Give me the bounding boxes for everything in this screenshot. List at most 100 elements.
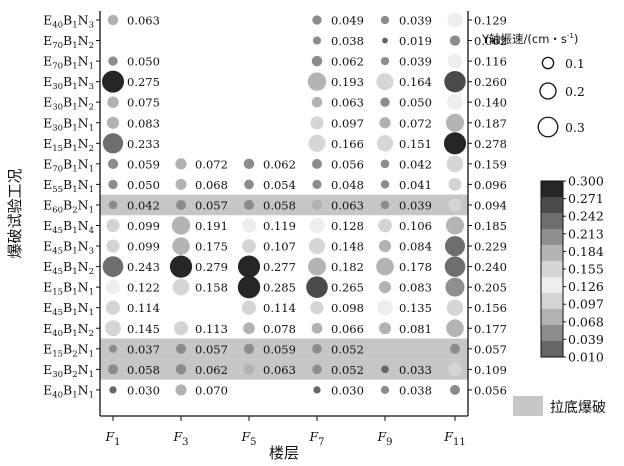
- colorbar-swatch: [541, 293, 563, 310]
- bubble-value-label: 0.233: [127, 137, 160, 151]
- bubble-value-label: 0.050: [127, 178, 160, 192]
- colorbar-swatch: [541, 341, 563, 358]
- bubble: [311, 322, 323, 334]
- bubble-value-label: 0.128: [331, 219, 364, 233]
- bubble: [449, 343, 461, 354]
- bubble-value-label: 0.062: [263, 157, 296, 171]
- bubble: [108, 56, 118, 66]
- colorbar-tick-label: 0.213: [568, 226, 604, 241]
- bubble: [107, 96, 119, 108]
- bubble: [312, 36, 322, 45]
- bubble-value-label: 0.049: [331, 14, 364, 28]
- bubble-value-label: 0.039: [399, 198, 432, 212]
- bubble: [309, 217, 325, 234]
- bubble: [448, 362, 462, 377]
- bubble: [380, 159, 390, 169]
- condition-label: E15B1N1: [43, 280, 94, 298]
- bubble-value-label: 0.033: [399, 363, 432, 377]
- bubble: [376, 257, 394, 276]
- bubble: [378, 281, 392, 294]
- f11-value-label: 0.062: [474, 34, 507, 48]
- bubble: [241, 300, 257, 315]
- colorbar-tick-label: 0.155: [568, 262, 604, 277]
- condition-label: E70B1N1: [43, 156, 94, 174]
- condition-label: E55B1N1: [43, 177, 94, 195]
- f11-value-label: 0.109: [474, 363, 507, 377]
- colorbar-tick-label: 0.126: [568, 279, 604, 294]
- bubble: [444, 70, 466, 93]
- bubble-value-label: 0.083: [127, 116, 160, 130]
- colorbar-swatch: [541, 309, 563, 326]
- f11-value-label: 0.094: [474, 198, 507, 212]
- bubble: [380, 56, 390, 66]
- bubble: [172, 278, 190, 296]
- bubble: [243, 364, 255, 375]
- colorbar-tick-label: 0.097: [568, 297, 604, 312]
- bubble: [380, 15, 390, 25]
- bubble: [446, 299, 464, 316]
- bubble-value-label: 0.052: [331, 363, 364, 377]
- bubble-value-label: 0.039: [399, 14, 432, 28]
- colorbar-tick-label: 0.271: [568, 191, 604, 206]
- colorbar-tick-label: 0.184: [568, 244, 604, 259]
- bubble-value-label: 0.052: [331, 342, 364, 356]
- colorbar-swatch: [541, 229, 563, 246]
- bubble-value-label: 0.037: [127, 342, 160, 356]
- bubble-value-label: 0.038: [331, 34, 364, 48]
- bubble: [445, 216, 465, 235]
- colorbar-swatch: [541, 261, 563, 278]
- bubble: [448, 198, 462, 212]
- bubble-value-label: 0.030: [127, 383, 160, 397]
- bubble: [376, 135, 394, 152]
- colorbar-tick-label: 0.300: [568, 174, 604, 189]
- y-tick-labels: E40B1N3 E70B1N2 E70B1N1 E30B1N3 E30B1N2 E30B1…: [43, 13, 94, 401]
- bubble-value-label: 0.054: [263, 178, 296, 192]
- bubble: [237, 275, 261, 299]
- bubble-value-label: 0.275: [127, 75, 160, 89]
- colorbar-tick-label: 0.039: [568, 332, 604, 347]
- size-legend: Y轴振速/(cm・s-1) 0.1 0.2 0.3: [481, 32, 585, 138]
- f11-value-label: 0.056: [474, 383, 507, 397]
- bottom-blast-band: [100, 194, 468, 216]
- bubble: [378, 239, 392, 253]
- bubble: [445, 113, 465, 132]
- bubble-value-label: 0.050: [399, 96, 432, 110]
- bubble-value-label: 0.038: [399, 383, 432, 397]
- f11-value-label: 0.187: [474, 116, 507, 130]
- bubble-value-label: 0.063: [263, 363, 296, 377]
- bubble-value-label: 0.062: [195, 363, 228, 377]
- bubble-value-label: 0.070: [195, 383, 228, 397]
- bubble: [380, 180, 390, 189]
- bubble: [108, 344, 118, 353]
- f11-value-label: 0.205: [474, 281, 507, 295]
- bubble-value-label: 0.164: [399, 75, 432, 89]
- bubble: [243, 322, 255, 335]
- bubble: [106, 218, 120, 233]
- bubble: [379, 117, 391, 129]
- bubble: [106, 239, 120, 253]
- bubble-value-label: 0.039: [399, 55, 432, 69]
- colorbar-swatch: [541, 213, 563, 230]
- condition-label: E70B1N2: [43, 33, 94, 51]
- bubble: [311, 199, 323, 211]
- bubble: [448, 177, 462, 191]
- bubble: [108, 200, 118, 210]
- condition-label: E70B1N1: [43, 54, 94, 72]
- bubble-value-label: 0.056: [331, 157, 364, 171]
- bubble-value-label: 0.279: [195, 260, 228, 274]
- bottom-blast-bands: [100, 194, 468, 380]
- condition-label: E45B1N1: [43, 300, 94, 318]
- size-legend-circle: [541, 56, 555, 70]
- size-legend-label: 0.3: [565, 120, 585, 135]
- bubble: [243, 199, 255, 211]
- floor-label: F5: [240, 429, 256, 448]
- bubble: [380, 97, 390, 107]
- bubble-value-label: 0.145: [127, 322, 160, 336]
- bubble-value-label: 0.058: [127, 363, 160, 377]
- bubble: [308, 134, 326, 152]
- bubble: [237, 255, 261, 278]
- bubble: [105, 320, 121, 337]
- bubble: [308, 237, 326, 255]
- bubble: [107, 158, 119, 169]
- bubble-value-label: 0.106: [399, 219, 432, 233]
